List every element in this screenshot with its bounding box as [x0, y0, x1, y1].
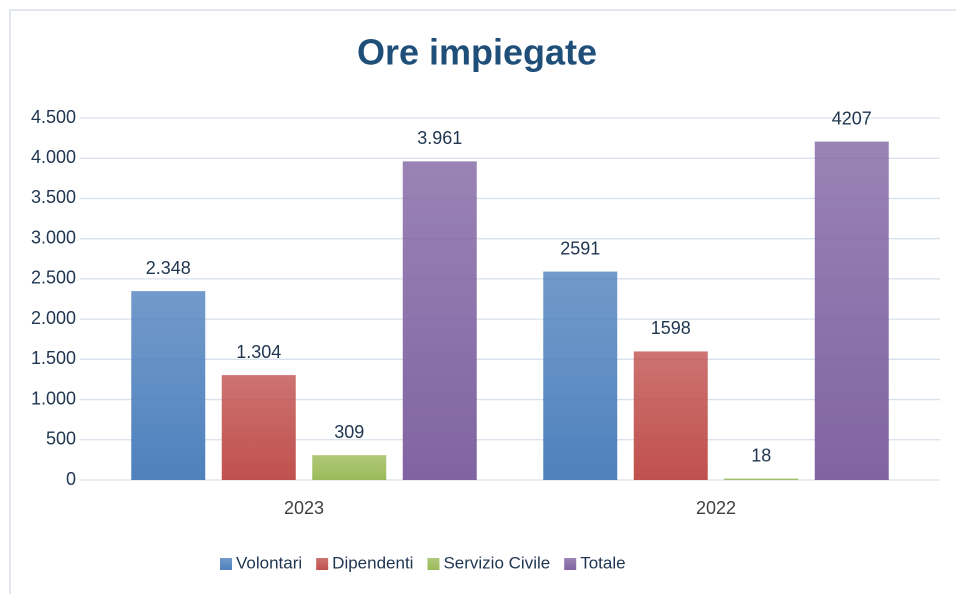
data-label: 4207	[832, 108, 872, 128]
y-tick-label: 1.500	[31, 348, 76, 368]
y-tick-label: 4.000	[31, 147, 76, 167]
bar	[221, 375, 296, 480]
legend-swatch	[220, 558, 232, 570]
data-label: 1598	[651, 318, 691, 338]
y-tick-label: 3.000	[31, 227, 76, 247]
bar	[724, 478, 799, 480]
chart-frame	[9, 9, 956, 594]
legend-label: Dipendenti	[332, 553, 413, 572]
chart-title: Ore impiegate	[357, 32, 597, 73]
y-tick-label: 1.000	[31, 388, 76, 408]
legend-swatch	[564, 558, 577, 570]
data-label: 2.348	[146, 258, 191, 278]
data-label: 309	[334, 422, 364, 442]
y-tick-label: 0	[66, 469, 76, 489]
data-label: 1.304	[236, 342, 281, 362]
data-label: 2591	[560, 238, 600, 258]
y-tick-label: 2.500	[31, 268, 76, 288]
legend-label: Volontari	[236, 553, 302, 572]
y-tick-label: 3.500	[31, 187, 76, 207]
y-tick-label: 500	[46, 429, 76, 449]
bar	[633, 351, 708, 480]
legend-label: Totale	[580, 553, 625, 572]
data-label: 18	[751, 445, 771, 465]
legend-label: Servizio Civile	[443, 553, 550, 572]
bar	[402, 161, 477, 480]
y-tick-label: 2.000	[31, 308, 76, 328]
data-label: 3.961	[417, 128, 462, 148]
bar	[131, 291, 206, 480]
bar	[814, 141, 889, 480]
y-tick-label: 4.500	[31, 107, 76, 127]
legend-swatch	[316, 558, 329, 570]
legend-swatch	[427, 558, 440, 570]
x-tick-label: 2023	[284, 498, 324, 518]
bar	[312, 455, 387, 480]
x-tick-label: 2022	[696, 498, 736, 518]
bar	[543, 271, 618, 480]
